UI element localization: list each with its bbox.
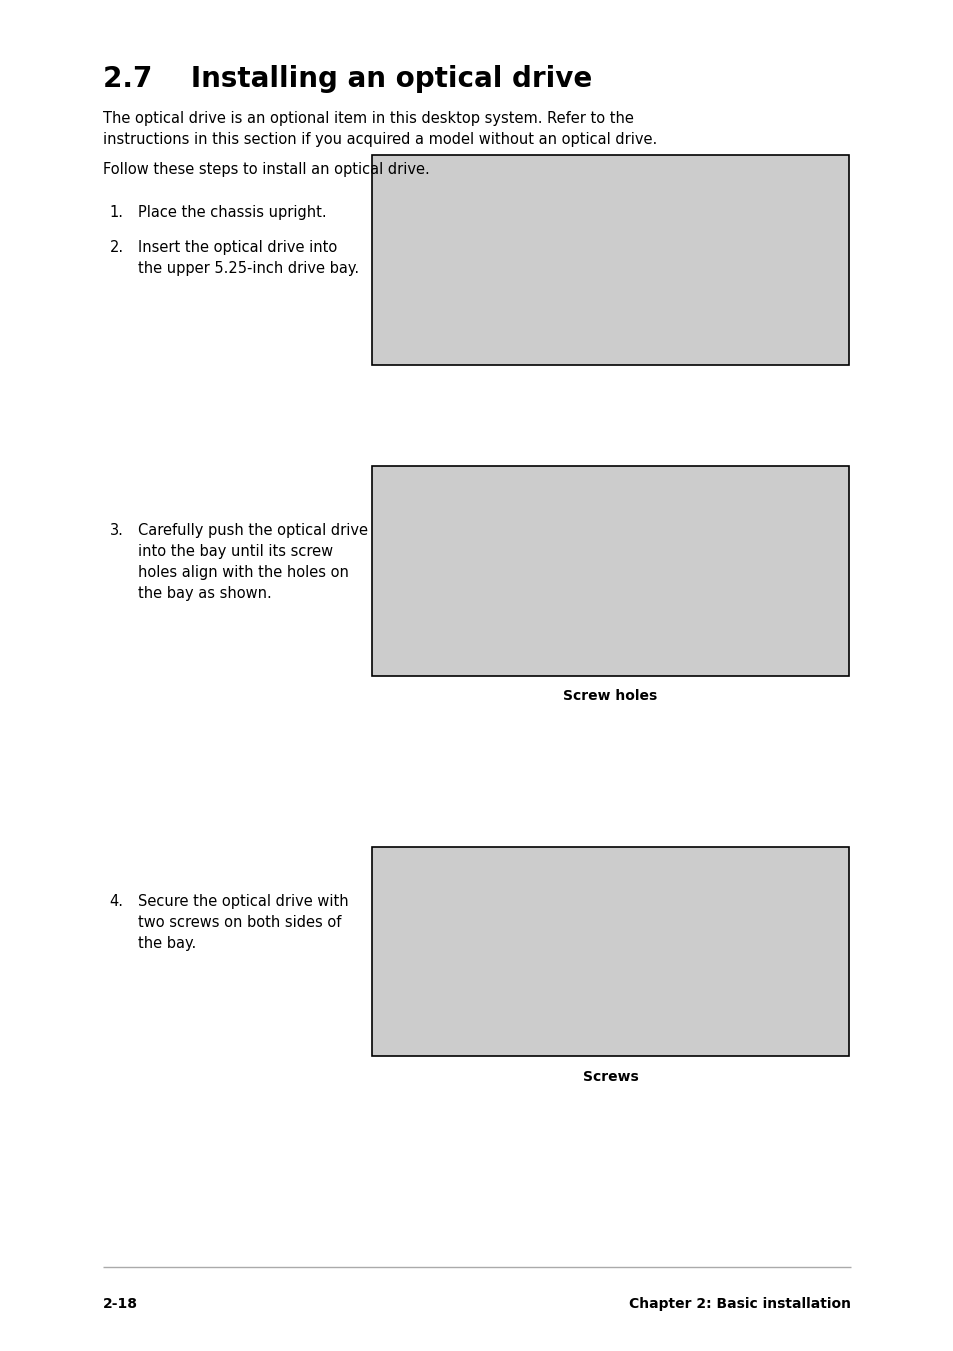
Text: 3.: 3. <box>110 523 124 538</box>
Text: The optical drive is an optional item in this desktop system. Refer to the
instr: The optical drive is an optional item in… <box>103 111 657 147</box>
Text: 4.: 4. <box>110 894 124 909</box>
Text: Place the chassis upright.: Place the chassis upright. <box>138 205 327 220</box>
Bar <box>372 155 848 365</box>
Text: 2-18: 2-18 <box>103 1297 138 1310</box>
Text: Carefully push the optical drive
into the bay until its screw
holes align with t: Carefully push the optical drive into th… <box>138 523 368 601</box>
Bar <box>372 466 848 676</box>
Text: Secure the optical drive with
two screws on both sides of
the bay.: Secure the optical drive with two screws… <box>138 894 349 951</box>
Text: Follow these steps to install an optical drive.: Follow these steps to install an optical… <box>103 162 430 177</box>
Text: Chapter 2: Basic installation: Chapter 2: Basic installation <box>628 1297 850 1310</box>
Text: Screw holes: Screw holes <box>563 689 657 703</box>
Text: 1.: 1. <box>110 205 124 220</box>
Text: 2.: 2. <box>110 240 124 255</box>
Text: Insert the optical drive into
the upper 5.25-inch drive bay.: Insert the optical drive into the upper … <box>138 240 359 277</box>
Text: 2.7    Installing an optical drive: 2.7 Installing an optical drive <box>103 65 592 93</box>
Bar <box>372 847 848 1056</box>
Text: Screws: Screws <box>582 1070 638 1084</box>
